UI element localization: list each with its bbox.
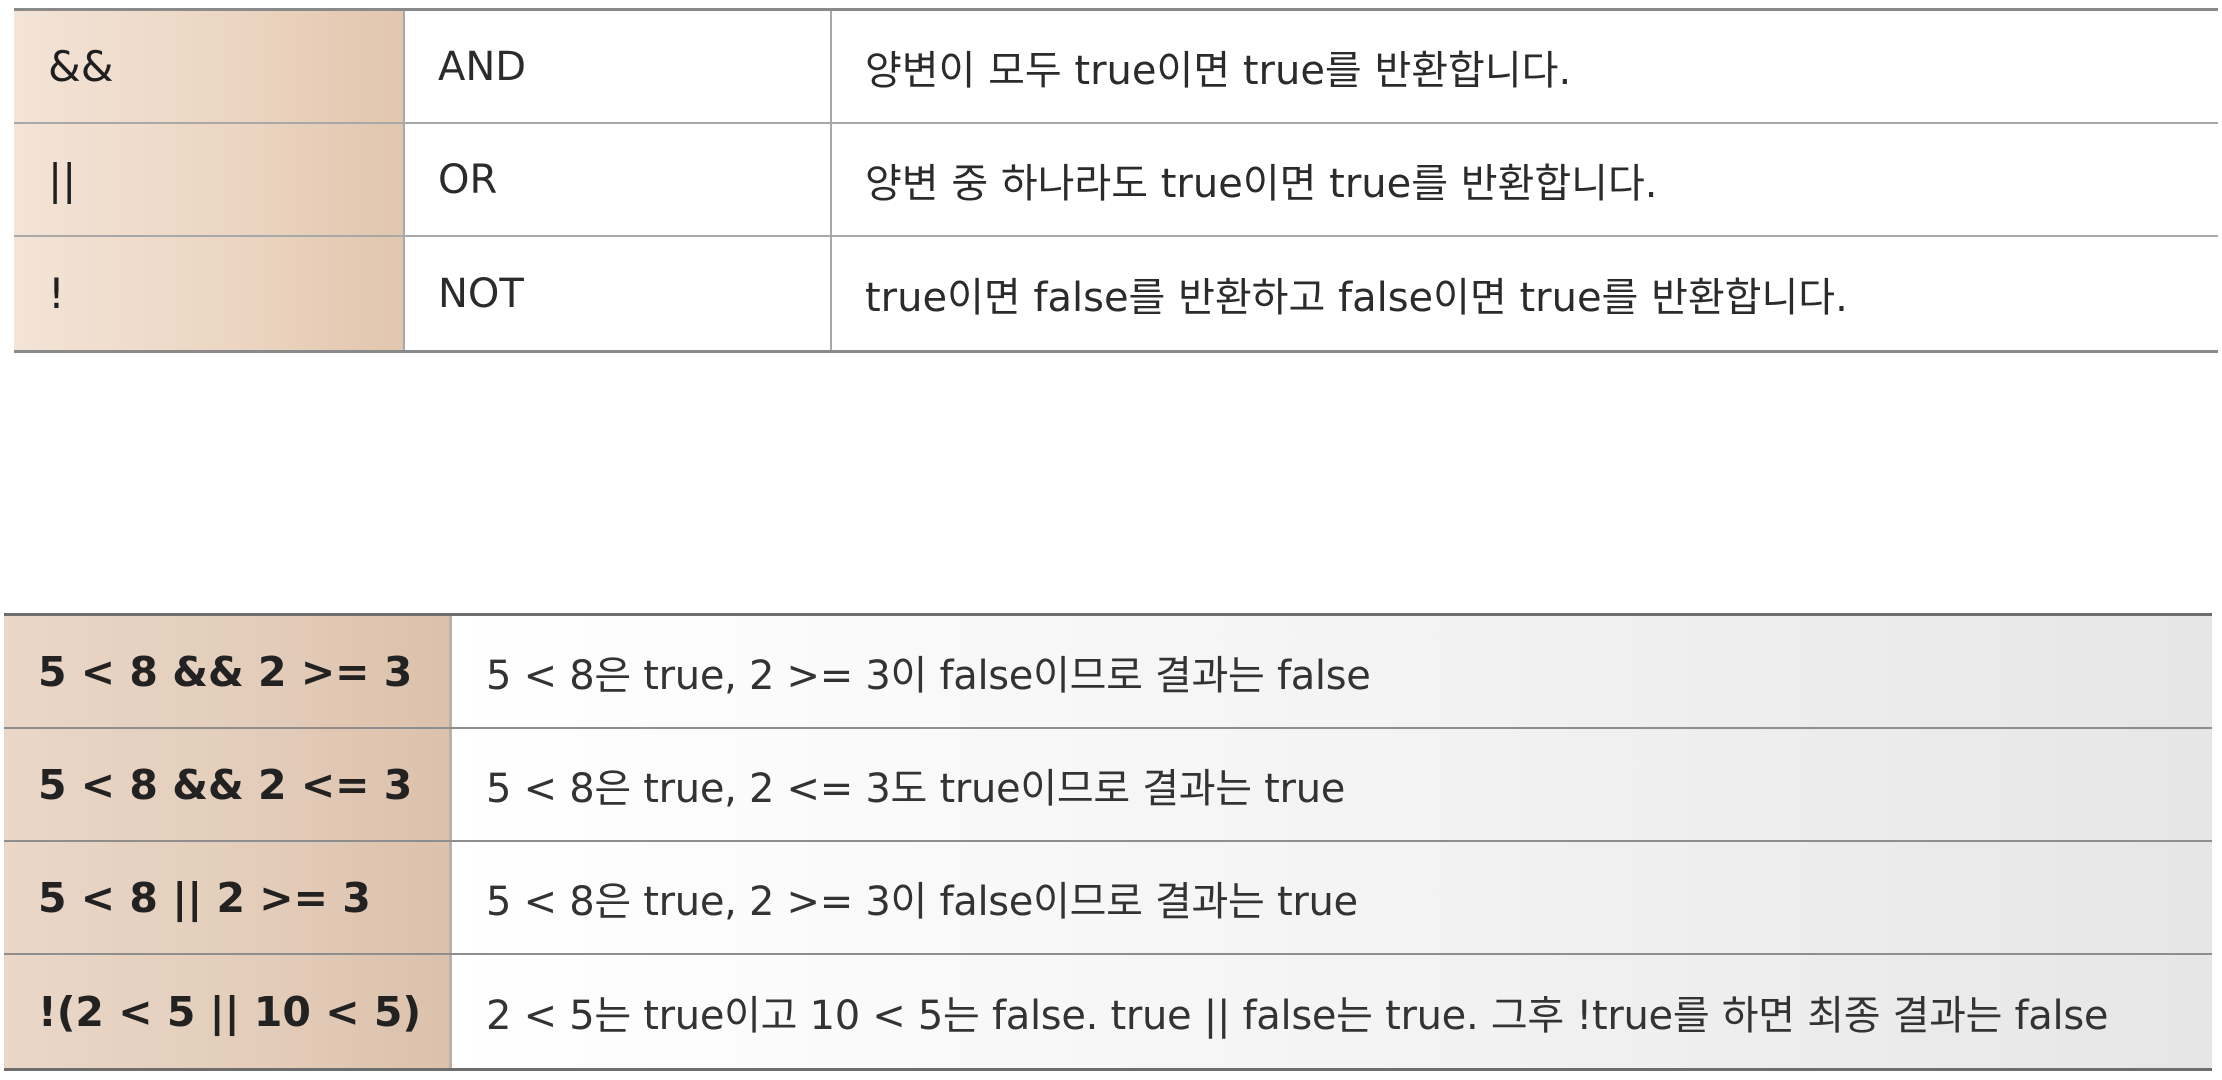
examples-table: 5 < 8 && 2 >= 3 5 < 8은 true, 2 >= 3이 fal… (4, 613, 2212, 1071)
operator-description: 양변이 모두 true이면 true를 반환합니다. (830, 11, 2218, 122)
example-row: 5 < 8 && 2 >= 3 5 < 8은 true, 2 >= 3이 fal… (4, 616, 2212, 729)
logical-operators-table: && AND 양변이 모두 true이면 true를 반환합니다. || OR … (14, 8, 2218, 353)
example-expression: 5 < 8 && 2 >= 3 (4, 616, 452, 727)
operator-symbol: && (14, 11, 403, 122)
example-explanation: 5 < 8은 true, 2 >= 3이 false이므로 결과는 false (452, 616, 2212, 727)
example-explanation: 5 < 8은 true, 2 >= 3이 false이므로 결과는 true (452, 842, 2212, 953)
operator-row-or: || OR 양변 중 하나라도 true이면 true를 반환합니다. (14, 124, 2218, 237)
example-row: 5 < 8 || 2 >= 3 5 < 8은 true, 2 >= 3이 fal… (4, 842, 2212, 955)
operator-name: NOT (403, 237, 830, 350)
operator-symbol: || (14, 124, 403, 235)
operator-symbol: ! (14, 237, 403, 350)
example-expression: 5 < 8 || 2 >= 3 (4, 842, 452, 953)
operator-row-not: ! NOT true이면 false를 반환하고 false이면 true를 반… (14, 237, 2218, 350)
operator-name: OR (403, 124, 830, 235)
operator-description: true이면 false를 반환하고 false이면 true를 반환합니다. (830, 237, 2218, 350)
example-row: !(2 < 5 || 10 < 5) 2 < 5는 true이고 10 < 5는… (4, 955, 2212, 1068)
example-expression: 5 < 8 && 2 <= 3 (4, 729, 452, 840)
example-explanation: 2 < 5는 true이고 10 < 5는 false. true || fal… (452, 955, 2212, 1068)
example-explanation: 5 < 8은 true, 2 <= 3도 true이므로 결과는 true (452, 729, 2212, 840)
example-row: 5 < 8 && 2 <= 3 5 < 8은 true, 2 <= 3도 tru… (4, 729, 2212, 842)
operator-description: 양변 중 하나라도 true이면 true를 반환합니다. (830, 124, 2218, 235)
example-expression: !(2 < 5 || 10 < 5) (4, 955, 452, 1068)
operator-row-and: && AND 양변이 모두 true이면 true를 반환합니다. (14, 11, 2218, 124)
operator-name: AND (403, 11, 830, 122)
